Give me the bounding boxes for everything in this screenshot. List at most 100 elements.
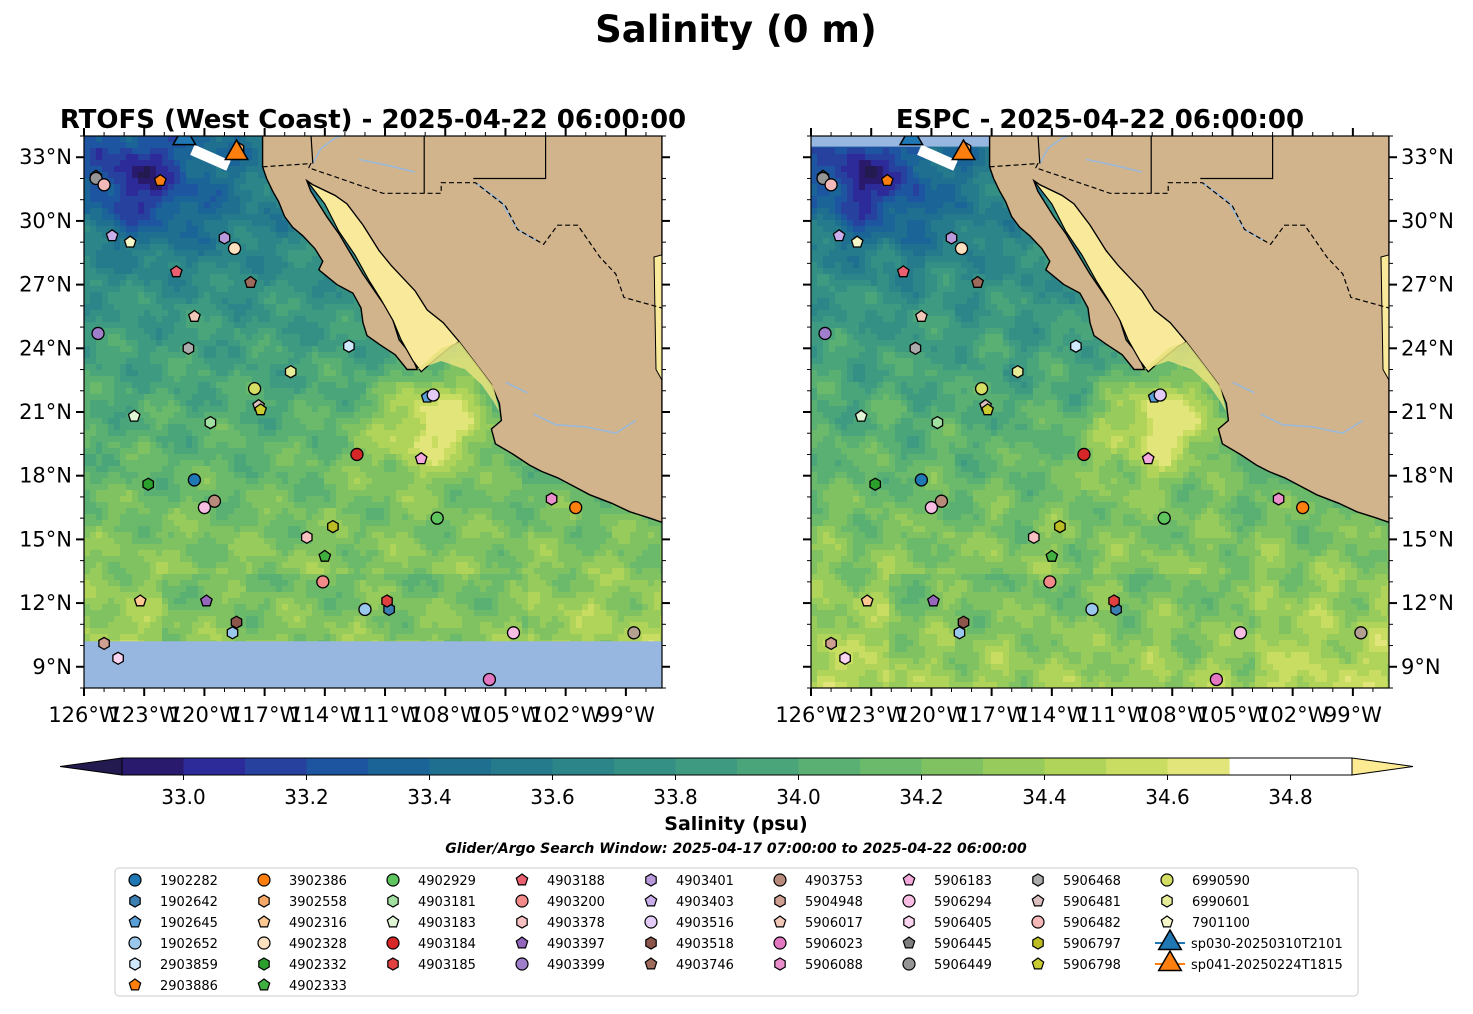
platform-marker-2903859: [1070, 339, 1082, 353]
colorbar-tick-label: 34.0: [776, 785, 821, 809]
colorbar-tick-label: 34.6: [1145, 785, 1190, 809]
platform-marker-4903753: [934, 494, 949, 508]
platform-marker-1902282: [187, 473, 202, 487]
y-tick-label: 18°N: [1401, 464, 1454, 488]
y-tick-label: 27°N: [1401, 273, 1454, 297]
legend-label: 5906405: [934, 916, 992, 931]
country-border: [262, 162, 662, 309]
platform-marker-4903516: [1153, 388, 1167, 402]
colorbar-bin: [860, 758, 923, 775]
platform-marker-5906294: [924, 500, 939, 515]
platform-marker-6990601: [1011, 364, 1024, 379]
platform-marker-5906797: [1054, 519, 1066, 534]
y-tick-label: 15°N: [1401, 527, 1454, 551]
legend-label: 4902332: [289, 958, 347, 973]
platform-marker-4903378: [300, 530, 313, 545]
platform-marker-4903403: [105, 228, 119, 242]
platform-marker-5904948: [98, 636, 110, 651]
gulf-of-mexico-edge: [1380, 254, 1389, 382]
platform-marker-4903401: [945, 231, 958, 245]
y-tick-label: 9°N: [32, 655, 72, 679]
extra-marker-2: [953, 626, 966, 640]
colorbar-bin: [983, 758, 1046, 775]
platform-marker-2903886: [153, 173, 167, 187]
legend-label: 4902328: [289, 937, 347, 952]
map-panels: RTOFS (West Coast) - 2025-04-22 06:00:00…: [19, 105, 1454, 727]
no-data-band: [84, 641, 662, 688]
platform-marker-4903183: [127, 409, 141, 422]
legend-label: 5906468: [1063, 874, 1121, 889]
platform-marker-7901100: [850, 235, 864, 248]
x-tick-label: 123°W: [109, 703, 181, 727]
platform-marker-4903397: [199, 594, 213, 607]
platform-marker-4903181: [931, 415, 944, 430]
x-tick-label: 99°W: [597, 703, 655, 727]
map-area: [811, 136, 1389, 688]
colorbar-bin: [614, 758, 677, 775]
legend-label: 4903185: [418, 958, 476, 973]
legend-label: 7901100: [1192, 916, 1250, 931]
legend-marker-4903378: [516, 915, 528, 929]
platform-marker-4903401: [218, 231, 231, 245]
platform-marker-4903746: [244, 275, 258, 288]
platform-marker-4903185: [381, 594, 393, 608]
legend-marker-4902332: [258, 957, 270, 971]
platform-marker-2903886: [880, 173, 894, 187]
river-line: [1085, 158, 1143, 173]
legend-label: 4902333: [289, 979, 347, 994]
map-panel-1: RTOFS (West Coast) - 2025-04-22 06:00:00…: [19, 105, 686, 727]
legend-marker-4903188: [515, 873, 529, 886]
y-tick-label: 12°N: [19, 591, 72, 615]
platform-marker-2903859: [343, 339, 355, 353]
legend-label: 4903753: [805, 874, 863, 889]
x-tick-label: 111°W: [349, 703, 421, 727]
legend-marker-4903183: [386, 915, 400, 928]
legend-label: sp041-20250224T1815: [1191, 958, 1343, 973]
state-border: [1037, 136, 1041, 164]
legend-marker-4903753: [773, 873, 787, 887]
river-line: [505, 381, 528, 394]
glider-marker-sp041-20250224T1815: [224, 138, 250, 161]
platform-marker-1902282: [914, 473, 929, 487]
y-tick-label: 24°N: [1401, 336, 1454, 360]
legend-marker-5906294: [902, 894, 916, 908]
colorbar-bin: [368, 758, 431, 775]
platform-marker-5904948: [825, 636, 837, 651]
platform-marker-5906482: [824, 178, 838, 192]
platform-marker-3902386: [569, 500, 583, 515]
y-tick-label: 12°N: [1401, 591, 1454, 615]
legend-marker-5906798: [1031, 957, 1045, 970]
x-tick-label: 126°W: [775, 703, 847, 727]
colorbar-label: Salinity (psu): [664, 813, 807, 835]
platform-marker-5906798: [254, 403, 268, 416]
legend-label: 5906088: [805, 958, 863, 973]
platform-marker-6990590: [974, 381, 989, 396]
legend-label: 4903399: [547, 958, 605, 973]
y-tick-label: 33°N: [19, 145, 72, 169]
legend-marker-5906481: [1031, 894, 1045, 907]
legend-label: 6990601: [1192, 895, 1250, 910]
legend-label: 5906183: [934, 874, 992, 889]
colorbar-bin: [183, 758, 246, 775]
legend-marker-2903886: [128, 978, 142, 991]
platform-marker-5906088: [545, 492, 558, 506]
x-tick-label: 117°W: [229, 703, 301, 727]
platform-marker-5906468: [182, 341, 195, 356]
legend-marker-sp041-20250224T1815: [1157, 949, 1183, 972]
platform-marker-4902929: [1157, 511, 1171, 525]
colorbar-bin: [1044, 758, 1107, 775]
platform-marker-4903516: [426, 388, 440, 402]
platform-marker-4903399: [91, 326, 105, 341]
glider-marker-sp030-20250310T2101: [898, 136, 924, 146]
legend-marker-5906797: [1032, 936, 1044, 950]
legend-marker-4902316: [257, 915, 271, 928]
river-line: [1312, 419, 1364, 435]
colorbar-tick-label: 33.6: [530, 785, 575, 809]
gulf-mouth-high-salinity: [417, 341, 500, 412]
legend-marker-4903401: [645, 873, 657, 887]
platform-marker-4903378: [1027, 530, 1040, 545]
colorbar-bin: [798, 758, 861, 775]
river-line: [312, 136, 345, 164]
legend-label: 5906481: [1063, 895, 1121, 910]
